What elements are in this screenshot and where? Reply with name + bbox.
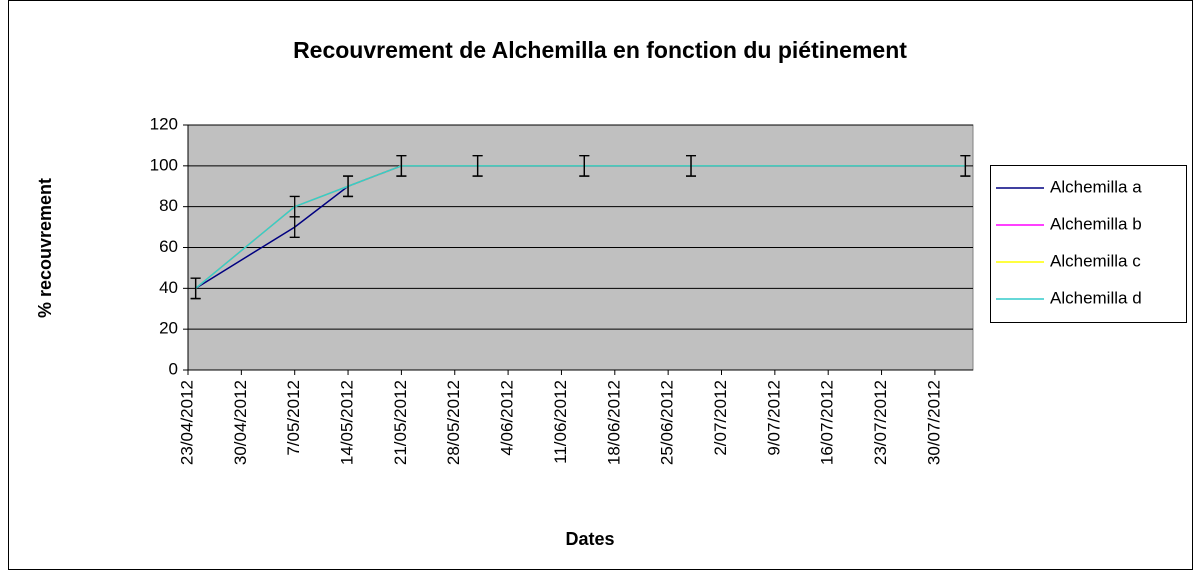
x-tick-label: 14/05/2012: [338, 380, 357, 465]
legend-label: Alchemilla b: [1050, 214, 1142, 233]
error-bar: [190, 277, 201, 300]
x-tick-label: 30/04/2012: [231, 380, 250, 465]
y-tick-label: 80: [159, 196, 178, 215]
chart-title: Recouvrement de Alchemilla en fonction d…: [293, 37, 907, 63]
error-bar: [960, 154, 971, 177]
x-tick-label: 23/04/2012: [177, 380, 196, 465]
error-bar: [686, 154, 697, 177]
error-bar: [579, 154, 590, 177]
y-tick-label: 100: [150, 155, 178, 174]
x-axis-title: Dates: [565, 529, 614, 549]
y-tick-label: 20: [159, 319, 178, 338]
x-tick-label: 9/07/2012: [764, 380, 783, 456]
y-tick-label: 60: [159, 237, 178, 256]
legend: [990, 165, 1187, 323]
x-tick-label: 18/06/2012: [604, 380, 623, 465]
error-bar: [289, 195, 300, 218]
legend-label: Alchemilla d: [1050, 288, 1142, 307]
series-line: [195, 165, 966, 289]
x-tick-label: 7/05/2012: [284, 380, 303, 456]
x-tick-label: 25/06/2012: [658, 380, 677, 465]
x-tick-label: 16/07/2012: [818, 380, 837, 465]
legend-label: Alchemilla c: [1050, 251, 1141, 270]
y-tick-label: 120: [150, 114, 178, 133]
x-tick-label: 11/06/2012: [551, 380, 570, 464]
y-tick-label: 0: [169, 359, 178, 378]
error-bar: [343, 175, 354, 198]
error-bar: [472, 154, 483, 177]
y-axis-title: % recouvrement: [35, 178, 55, 318]
legend-label: Alchemilla a: [1050, 177, 1142, 196]
x-tick-label: 23/07/2012: [871, 380, 890, 465]
x-tick-label: 2/07/2012: [711, 380, 730, 456]
x-tick-label: 30/07/2012: [924, 380, 943, 465]
y-tick-label: 40: [159, 278, 178, 297]
x-tick-label: 28/05/2012: [444, 380, 463, 465]
error-bar: [396, 154, 407, 177]
x-tick-label: 21/05/2012: [391, 380, 410, 465]
x-tick-label: 4/06/2012: [498, 380, 517, 456]
